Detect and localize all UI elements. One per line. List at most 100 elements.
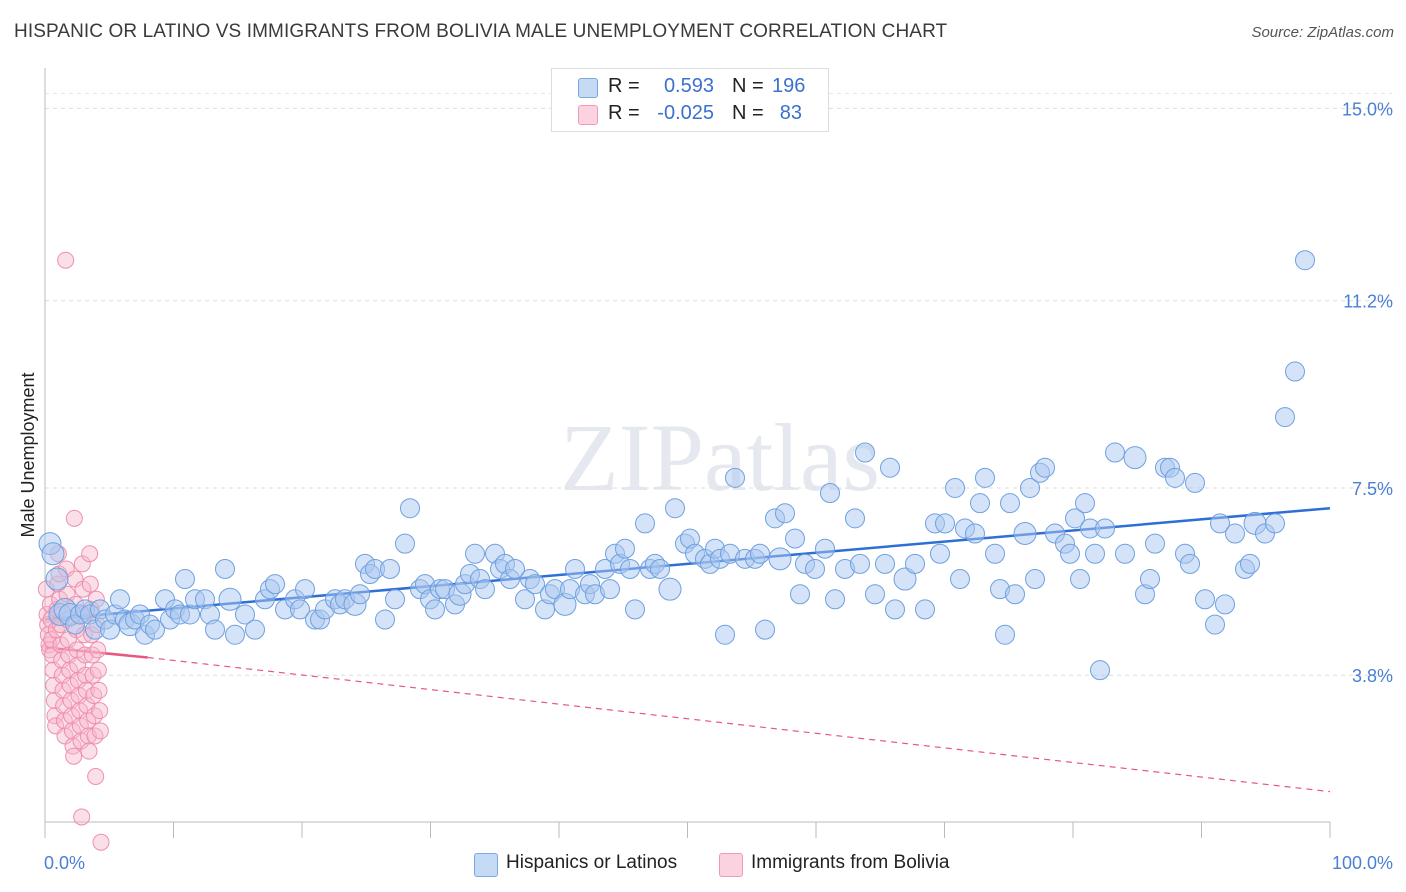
data-point-hispanics — [1225, 523, 1245, 544]
data-point-hispanics — [1085, 543, 1105, 564]
data-point-hispanics — [1123, 446, 1147, 470]
y-tick-label: 15.0% — [1342, 99, 1393, 119]
data-point-hispanics — [658, 577, 682, 601]
data-point-hispanics — [950, 569, 970, 590]
data-point-hispanics — [893, 567, 917, 591]
data-point-hispanics — [225, 624, 245, 645]
source-label: Source: ZipAtlas.com — [1251, 24, 1394, 41]
chart-title: HISPANIC OR LATINO VS IMMIGRANTS FROM BO… — [14, 21, 948, 42]
legend-label: Hispanics or Latinos — [506, 852, 678, 873]
data-point-hispanics — [650, 558, 670, 579]
data-point-bolivia — [43, 631, 61, 649]
data-point-hispanics — [1165, 467, 1185, 488]
data-point-hispanics — [905, 553, 925, 574]
data-point-bolivia — [81, 575, 99, 593]
data-point-hispanics — [395, 533, 415, 554]
data-point-hispanics — [1205, 614, 1225, 635]
data-point-hispanics — [625, 599, 645, 620]
data-point-hispanics — [295, 579, 315, 600]
y-axis-label: Male Unemployment — [18, 372, 38, 537]
data-point-hispanics — [775, 503, 795, 524]
data-point-hispanics — [290, 599, 310, 620]
data-point-hispanics — [1140, 569, 1160, 590]
data-point-bolivia — [81, 545, 99, 563]
data-point-hispanics — [205, 619, 225, 640]
data-point-hispanics — [1060, 543, 1080, 564]
legend-row-blue: R = 0.593 N = 196 — [552, 74, 828, 100]
data-point-hispanics — [985, 543, 1005, 564]
data-point-hispanics — [970, 493, 990, 514]
data-point-hispanics — [1185, 472, 1205, 493]
data-point-hispanics — [930, 543, 950, 564]
data-point-hispanics — [425, 599, 445, 620]
legend-swatch-pink — [578, 105, 598, 125]
y-tick-label: 11.2% — [1343, 292, 1393, 312]
data-point-hispanics — [768, 547, 792, 571]
data-point-hispanics — [245, 619, 265, 640]
data-point-hispanics — [665, 498, 685, 519]
data-point-bolivia — [84, 666, 102, 684]
data-point-hispanics — [1025, 569, 1045, 590]
tick-labels: 3.8% 7.5% 11.2% 15.0% 0.0% 100.0% — [44, 99, 1393, 873]
data-point-hispanics — [1265, 513, 1285, 534]
data-point-bolivia — [89, 661, 107, 679]
data-point-bolivia — [40, 636, 58, 654]
data-point-hispanics — [110, 589, 130, 610]
data-point-hispanics — [750, 543, 770, 564]
y-tick-label: 3.8% — [1352, 666, 1393, 686]
data-point-hispanics — [400, 498, 420, 519]
data-point-bolivia — [91, 702, 109, 720]
axes — [44, 68, 1331, 838]
data-point-hispanics — [1215, 594, 1235, 615]
data-point-bolivia — [87, 767, 105, 785]
data-point-hispanics — [995, 624, 1015, 645]
data-point-hispanics — [805, 558, 825, 579]
legend-r-value: -0.025 — [657, 102, 714, 124]
data-point-hispanics — [265, 574, 285, 595]
data-point-bolivia — [77, 666, 95, 684]
data-point-bolivia — [65, 747, 83, 765]
data-point-hispanics — [1000, 493, 1020, 514]
data-point-hispanics — [1105, 442, 1125, 463]
data-point-hispanics — [515, 589, 535, 610]
data-point-hispanics — [965, 523, 985, 544]
data-point-hispanics — [41, 542, 65, 566]
data-point-bolivia — [86, 727, 104, 745]
legend-r-label: R = — [608, 75, 640, 97]
data-point-hispanics — [865, 584, 885, 605]
data-point-hispanics — [845, 508, 865, 529]
data-point-hispanics — [1180, 553, 1200, 574]
data-point-bolivia — [41, 641, 59, 659]
data-point-bolivia — [76, 646, 94, 664]
data-point-hispanics — [915, 599, 935, 620]
data-point-hispanics — [215, 558, 235, 579]
data-point-hispanics — [145, 619, 165, 640]
x-tick-label: 100.0% — [1332, 853, 1393, 873]
data-point-hispanics — [820, 483, 840, 504]
data-point-hispanics — [875, 553, 895, 574]
data-point-hispanics — [218, 587, 242, 611]
trend-line-bolivia — [44, 646, 148, 659]
x-tick-label: 0.0% — [44, 853, 85, 873]
data-point-hispanics — [790, 584, 810, 605]
data-point-hispanics — [1065, 508, 1085, 529]
legend-n-value: 83 — [779, 102, 802, 124]
data-point-bolivia — [92, 833, 110, 851]
data-point-bolivia — [68, 641, 86, 659]
data-point-hispanics — [615, 538, 635, 559]
series-hispanics-or-latinos — [38, 250, 1315, 681]
data-point-hispanics — [385, 589, 405, 610]
data-point-bolivia — [89, 641, 107, 659]
legend-r-label: R = — [608, 102, 640, 124]
data-point-hispanics — [975, 467, 995, 488]
correlation-legend: R = 0.593 N = 196 R = -0.025 N = 83 — [551, 68, 829, 132]
data-point-bolivia — [65, 509, 83, 527]
data-point-hispanics — [715, 624, 735, 645]
data-point-hispanics — [635, 513, 655, 534]
data-point-hispanics — [1240, 553, 1260, 574]
data-point-hispanics — [1095, 518, 1115, 539]
data-point-hispanics — [1145, 533, 1165, 554]
data-point-hispanics — [725, 467, 745, 488]
data-point-hispanics — [1070, 569, 1090, 590]
data-point-hispanics — [1275, 407, 1295, 428]
